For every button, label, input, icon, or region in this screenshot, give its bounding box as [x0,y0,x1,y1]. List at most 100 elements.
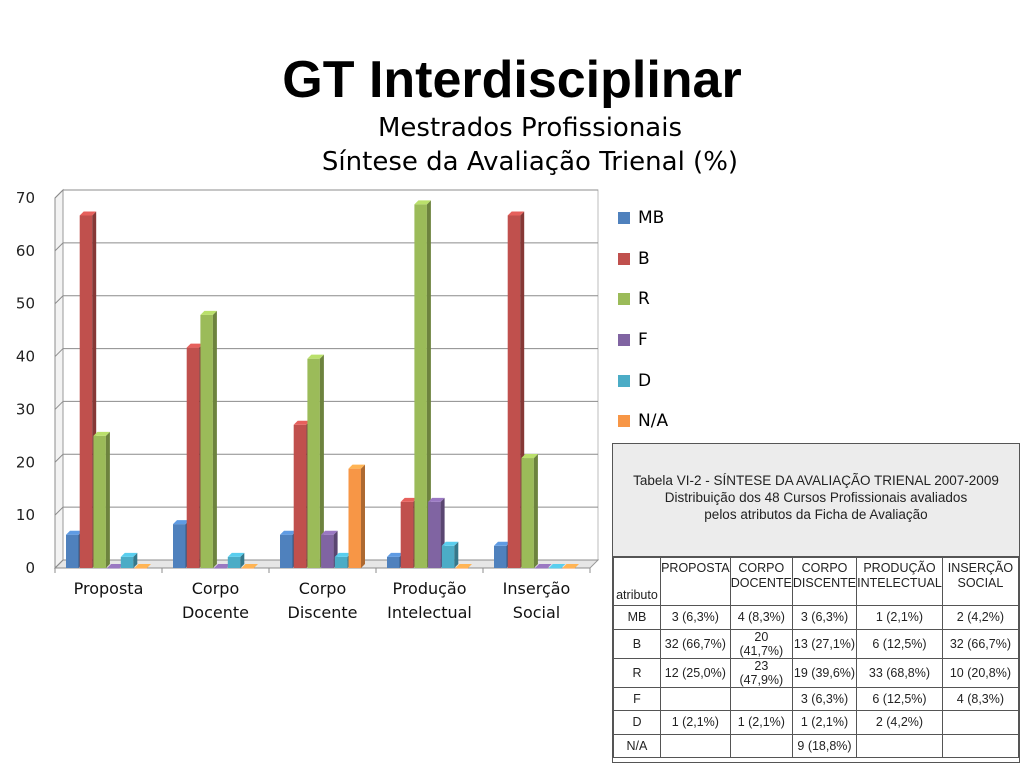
table-caption: Tabela VI-2 - SÍNTESE DA AVALIAÇÃO TRIEN… [613,444,1019,557]
legend-label-f: F [638,330,648,351]
bar [521,458,534,568]
header-line: INSERÇÃO [947,561,1014,575]
bar-top [387,552,404,557]
table-cell-attr: F [613,686,661,711]
bar-top [441,541,459,546]
table-cell [941,710,1020,735]
table-header-corpo-docente: CORPO DOCENTE [729,557,793,606]
gridline [54,453,64,463]
table-row: D 1 (2,1%) 1 (2,1%) 1 (2,1%) 2 (4,2%) [613,710,1020,735]
bar [400,501,414,568]
table-row: R 12 (25,0%) 23 (47,9%) 19 (39,6%) 33 (6… [613,657,1020,688]
table-cell-attr: N/A [613,733,661,758]
bar-top [507,211,525,216]
y-tick-label: 50 [16,295,35,313]
table-cell-attr: MB [613,605,661,630]
y-tick-label: 10 [16,506,35,524]
bar [134,568,147,569]
table-header-atributo: atributo [613,557,661,606]
table-cell: 10 (20,8%) [941,657,1020,688]
bar-top [428,497,445,502]
bar [200,314,213,568]
bar-top [293,420,311,425]
x-tick-label: Discente [288,603,358,622]
table-cell: 4 (8,3%) [729,605,793,630]
table-cell: 12 (25,0%) [659,657,731,688]
gridline [54,189,64,199]
gridline [54,506,64,516]
table-cell: 6 (12,5%) [856,686,943,711]
legend-label-mb: MB [638,208,665,229]
table-cell: 3 (6,3%) [791,686,858,711]
gridline [54,242,64,252]
bar-side [212,310,217,568]
table-cell: 9 (18,8%) [791,733,858,758]
table-cell: 6 (12,5%) [856,628,943,659]
bar [348,468,361,568]
bar-top [280,530,297,535]
y-tick-label: 0 [25,559,35,577]
table-cell: 2 (4,2%) [856,710,943,735]
bar-top [455,564,472,568]
table-cell: 3 (6,3%) [791,605,858,630]
header-line: DOCENTE [730,576,792,590]
bar-top [334,552,352,557]
bar-top [200,310,217,315]
table-cell: 4 (8,3%) [941,686,1020,711]
legend-item-b: B [618,239,668,280]
x-tick-label: Corpo [192,579,239,598]
table-cell: 32 (66,7%) [659,628,731,659]
legend-item-r: R [618,279,668,320]
bar-top [348,464,365,469]
bar-side [105,431,110,568]
gridline [54,348,64,357]
legend-item-f: F [618,320,668,361]
table-caption-line-2: Distribuição dos 48 Cursos Profissionais… [664,490,968,505]
table-row: MB 3 (6,3%) 4 (8,3%) 3 (6,3%) 1 (2,1%) 2… [613,605,1020,630]
header-line: DISCENTE [792,576,857,590]
table-cell: 1 (2,1%) [659,710,731,735]
table-cell: 33 (68,8%) [856,657,943,688]
bar [66,534,79,568]
page-title: GT Interdisciplinar [282,51,742,109]
y-tick-label: 60 [16,242,35,260]
legend-item-d: D [618,360,668,401]
table-cell-attr: D [613,710,661,735]
bar [186,347,200,568]
legend-swatch-na [618,415,630,428]
summary-table: atributo PROPOSTA CORPO DOCENTE CORPO DISC… [613,557,1020,758]
bar [79,215,93,568]
header-line: INTELECTUAL [857,576,942,590]
bar [535,568,548,569]
y-tick-label: 40 [16,348,35,366]
table-cell-attr: R [613,657,661,688]
gridline [54,559,64,569]
table-row: N/A 9 (18,8%) [613,733,1020,758]
table-cell [659,733,731,758]
bar-top [241,564,258,568]
bar [214,568,227,569]
bar-side [361,464,365,568]
bar-top [173,520,190,525]
legend-swatch-d [618,374,630,387]
table-header-proposta: PROPOSTA [659,557,731,606]
header-line: CORPO [801,561,848,575]
bar-side [454,541,459,568]
bar [441,545,455,568]
bar [280,534,293,568]
summary-table-image: Tabela VI-2 - SÍNTESE DA AVALIAÇÃO TRIEN… [612,443,1020,763]
table-cell [856,733,943,758]
bar-top [494,541,511,546]
x-tick-label: Produção [392,579,466,598]
x-tick-label: Inserção [503,579,571,598]
table-row: F 3 (6,3%) 6 (12,5%) 4 (8,3%) [613,686,1020,711]
bar [293,424,307,568]
table-cell: 20 (41,7%) [729,628,793,659]
x-tick-label: Social [513,603,560,622]
table-cell: 1 (2,1%) [856,605,943,630]
table-cell: 1 (2,1%) [791,710,858,735]
table-cell [729,733,793,758]
legend-swatch-b [618,252,630,265]
chart-subtitle-2: Síntese da Avaliação Trienal (%) [321,147,739,177]
bar-top [562,564,579,568]
